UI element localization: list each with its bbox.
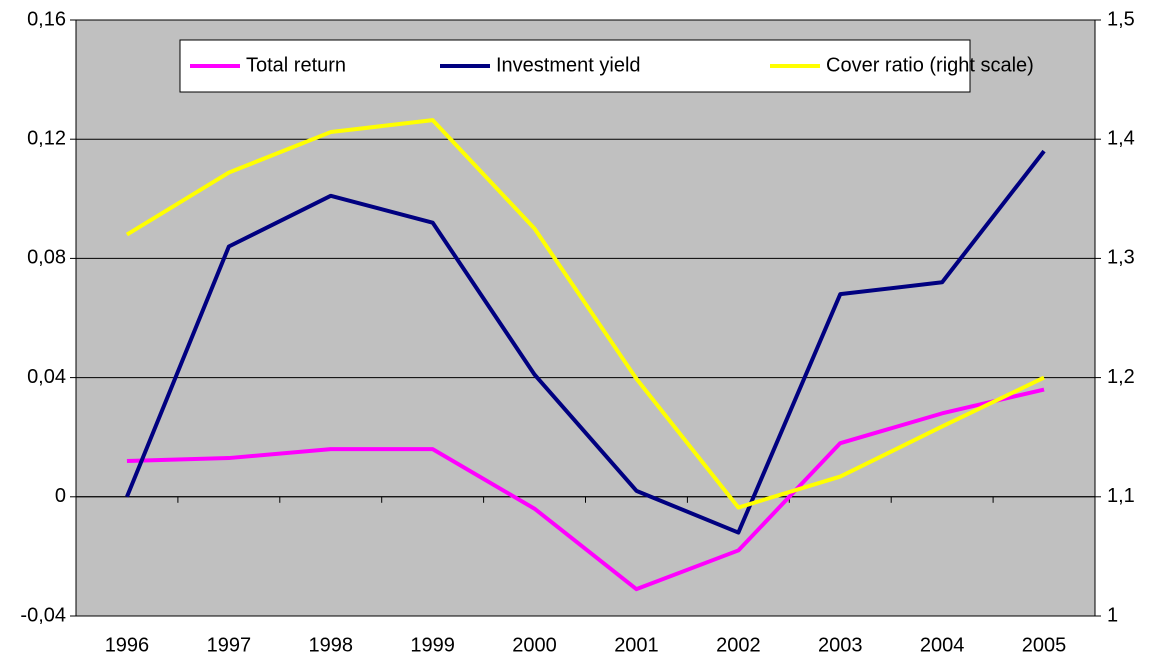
x-tick-label: 1998 bbox=[309, 634, 354, 656]
y2-tick-label: 1,1 bbox=[1107, 485, 1135, 507]
legend-label: Cover ratio (right scale) bbox=[826, 54, 1034, 76]
legend-label: Investment yield bbox=[496, 54, 641, 76]
y2-tick-label: 1,2 bbox=[1107, 366, 1135, 388]
series-line bbox=[125, 118, 1045, 510]
y2-tick-label: 1,5 bbox=[1107, 8, 1135, 30]
y2-tick-label: 1,4 bbox=[1107, 127, 1135, 149]
x-tick-label: 1997 bbox=[207, 634, 252, 656]
series-line bbox=[126, 387, 1045, 592]
x-tick-label: 2003 bbox=[818, 634, 863, 656]
x-tick-label: 2000 bbox=[512, 634, 557, 656]
y2-tick-label: 1,3 bbox=[1107, 247, 1135, 269]
y-tick-label: 0,04 bbox=[27, 366, 66, 388]
x-tick-label: 2004 bbox=[920, 634, 965, 656]
legend-box bbox=[179, 39, 971, 93]
y-tick-label: 0,16 bbox=[27, 8, 66, 30]
y-tick-label: 0,12 bbox=[27, 127, 66, 149]
x-tick-label: 1996 bbox=[105, 634, 150, 656]
x-tick-label: 2001 bbox=[614, 634, 659, 656]
y-tick-label: -0,04 bbox=[20, 604, 66, 626]
x-tick-label: 1999 bbox=[410, 634, 455, 656]
plot-area bbox=[75, 19, 1096, 617]
x-tick-label: 2005 bbox=[1022, 634, 1067, 656]
y2-tick-label: 1 bbox=[1107, 604, 1118, 626]
y-tick-label: 0 bbox=[55, 485, 66, 507]
x-tick-label: 2002 bbox=[716, 634, 761, 656]
y-tick-label: 0,08 bbox=[27, 247, 66, 269]
series-line bbox=[125, 149, 1046, 535]
legend-label: Total return bbox=[246, 54, 346, 76]
